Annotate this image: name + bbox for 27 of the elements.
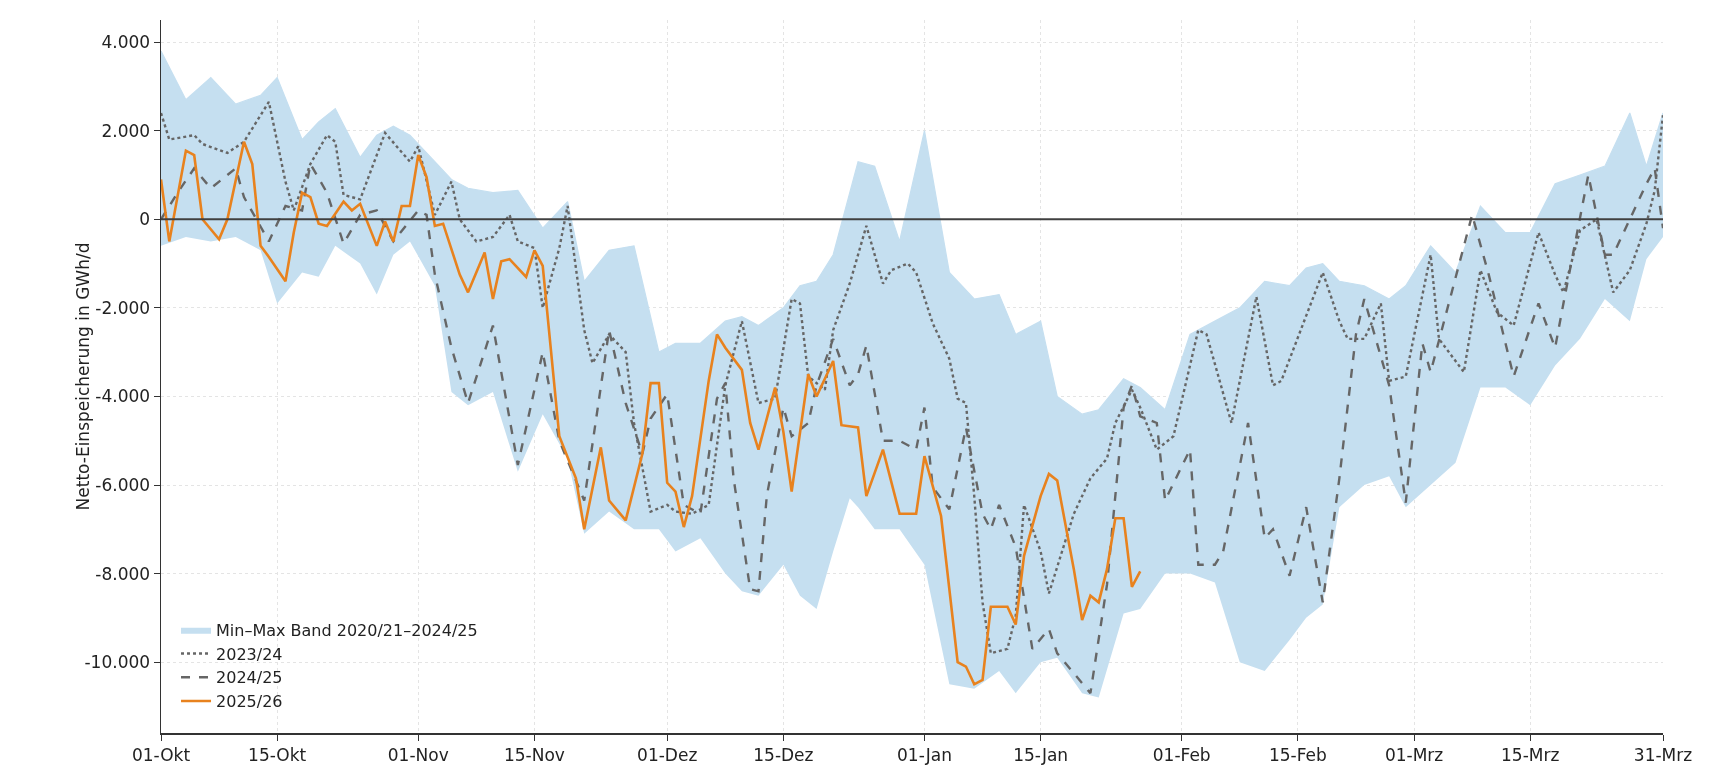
y-tick-label: 4.000	[101, 32, 151, 53]
x-tick-label: 15-Jan	[1013, 744, 1069, 765]
legend-label: Min–Max Band 2020/21–2024/25	[216, 620, 478, 640]
legend-label: 2024/25	[216, 668, 283, 688]
x-tick-label: 15-Okt	[248, 744, 307, 765]
line-series	[161, 140, 1142, 686]
x-tick-label: 15-Mrz	[1501, 744, 1560, 765]
x-tick-label: 15-Feb	[1268, 744, 1327, 765]
y-tick-label: -2.000	[95, 297, 151, 318]
y-axis-title: Netto-Einspeicherung in GWh/d	[73, 242, 94, 511]
y-tick-label: -6.000	[95, 474, 151, 495]
x-tick-label: 15-Dez	[753, 744, 814, 765]
x-tick-label: 01-Dez	[637, 744, 698, 765]
y-tick-label: 0	[139, 209, 151, 230]
x-tick-label: 01-Nov	[387, 744, 449, 765]
y-tick-label: -4.000	[95, 386, 151, 407]
legend-label: 2023/24	[216, 644, 283, 664]
x-tick-label: 15-Nov	[503, 744, 565, 765]
y-tick-label: 2.000	[101, 120, 151, 141]
x-tick-label: 01-Mrz	[1384, 744, 1444, 765]
x-tick-label: 01-Okt	[131, 744, 191, 765]
legend-label: 2025/26	[216, 692, 283, 712]
y-tick-label: -8.000	[95, 563, 151, 584]
x-tick-label: 01-Feb	[1152, 744, 1211, 765]
y-tick-label: -10.000	[84, 652, 151, 673]
x-tick-label: 31-Mrz	[1633, 744, 1693, 765]
x-tick-label: 01-Jan	[896, 744, 952, 765]
